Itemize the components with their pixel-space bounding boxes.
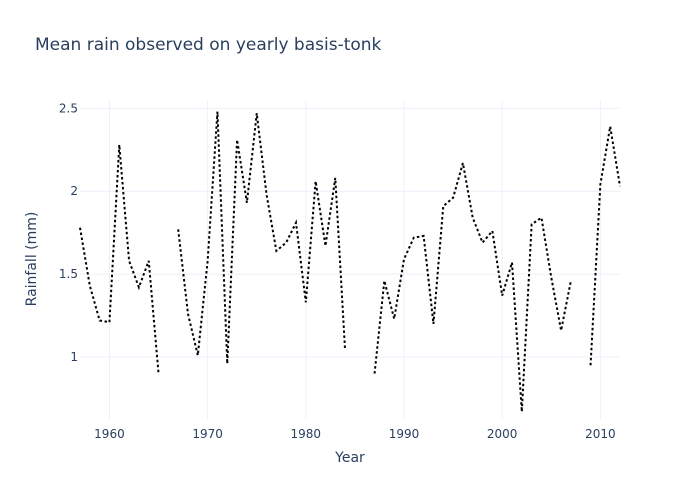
x-tick-label: 2000 [487, 427, 518, 441]
y-axis-ticks: 1 1.5 2 2.5 [59, 101, 78, 364]
y-tick-label: 2 [70, 184, 78, 198]
x-tick-label: 1960 [94, 427, 125, 441]
x-axis-title: Year [334, 450, 365, 466]
rainfall-series-line [79, 111, 621, 412]
y-tick-label: 1.5 [59, 267, 78, 281]
chart-title: Mean rain observed on yearly basis-tonk [35, 35, 382, 55]
y-axis-title: Rainfall (mm) [24, 212, 40, 307]
grid [80, 100, 620, 420]
x-axis-ticks: 1960 1970 1980 1990 2000 2010 [94, 427, 615, 441]
x-tick-label: 1980 [291, 427, 322, 441]
y-tick-label: 1 [70, 350, 78, 364]
plot-area [79, 111, 621, 412]
y-tick-label: 2.5 [59, 101, 78, 115]
x-tick-label: 1990 [389, 427, 420, 441]
x-tick-label: 2010 [585, 427, 616, 441]
x-tick-label: 1970 [192, 427, 223, 441]
